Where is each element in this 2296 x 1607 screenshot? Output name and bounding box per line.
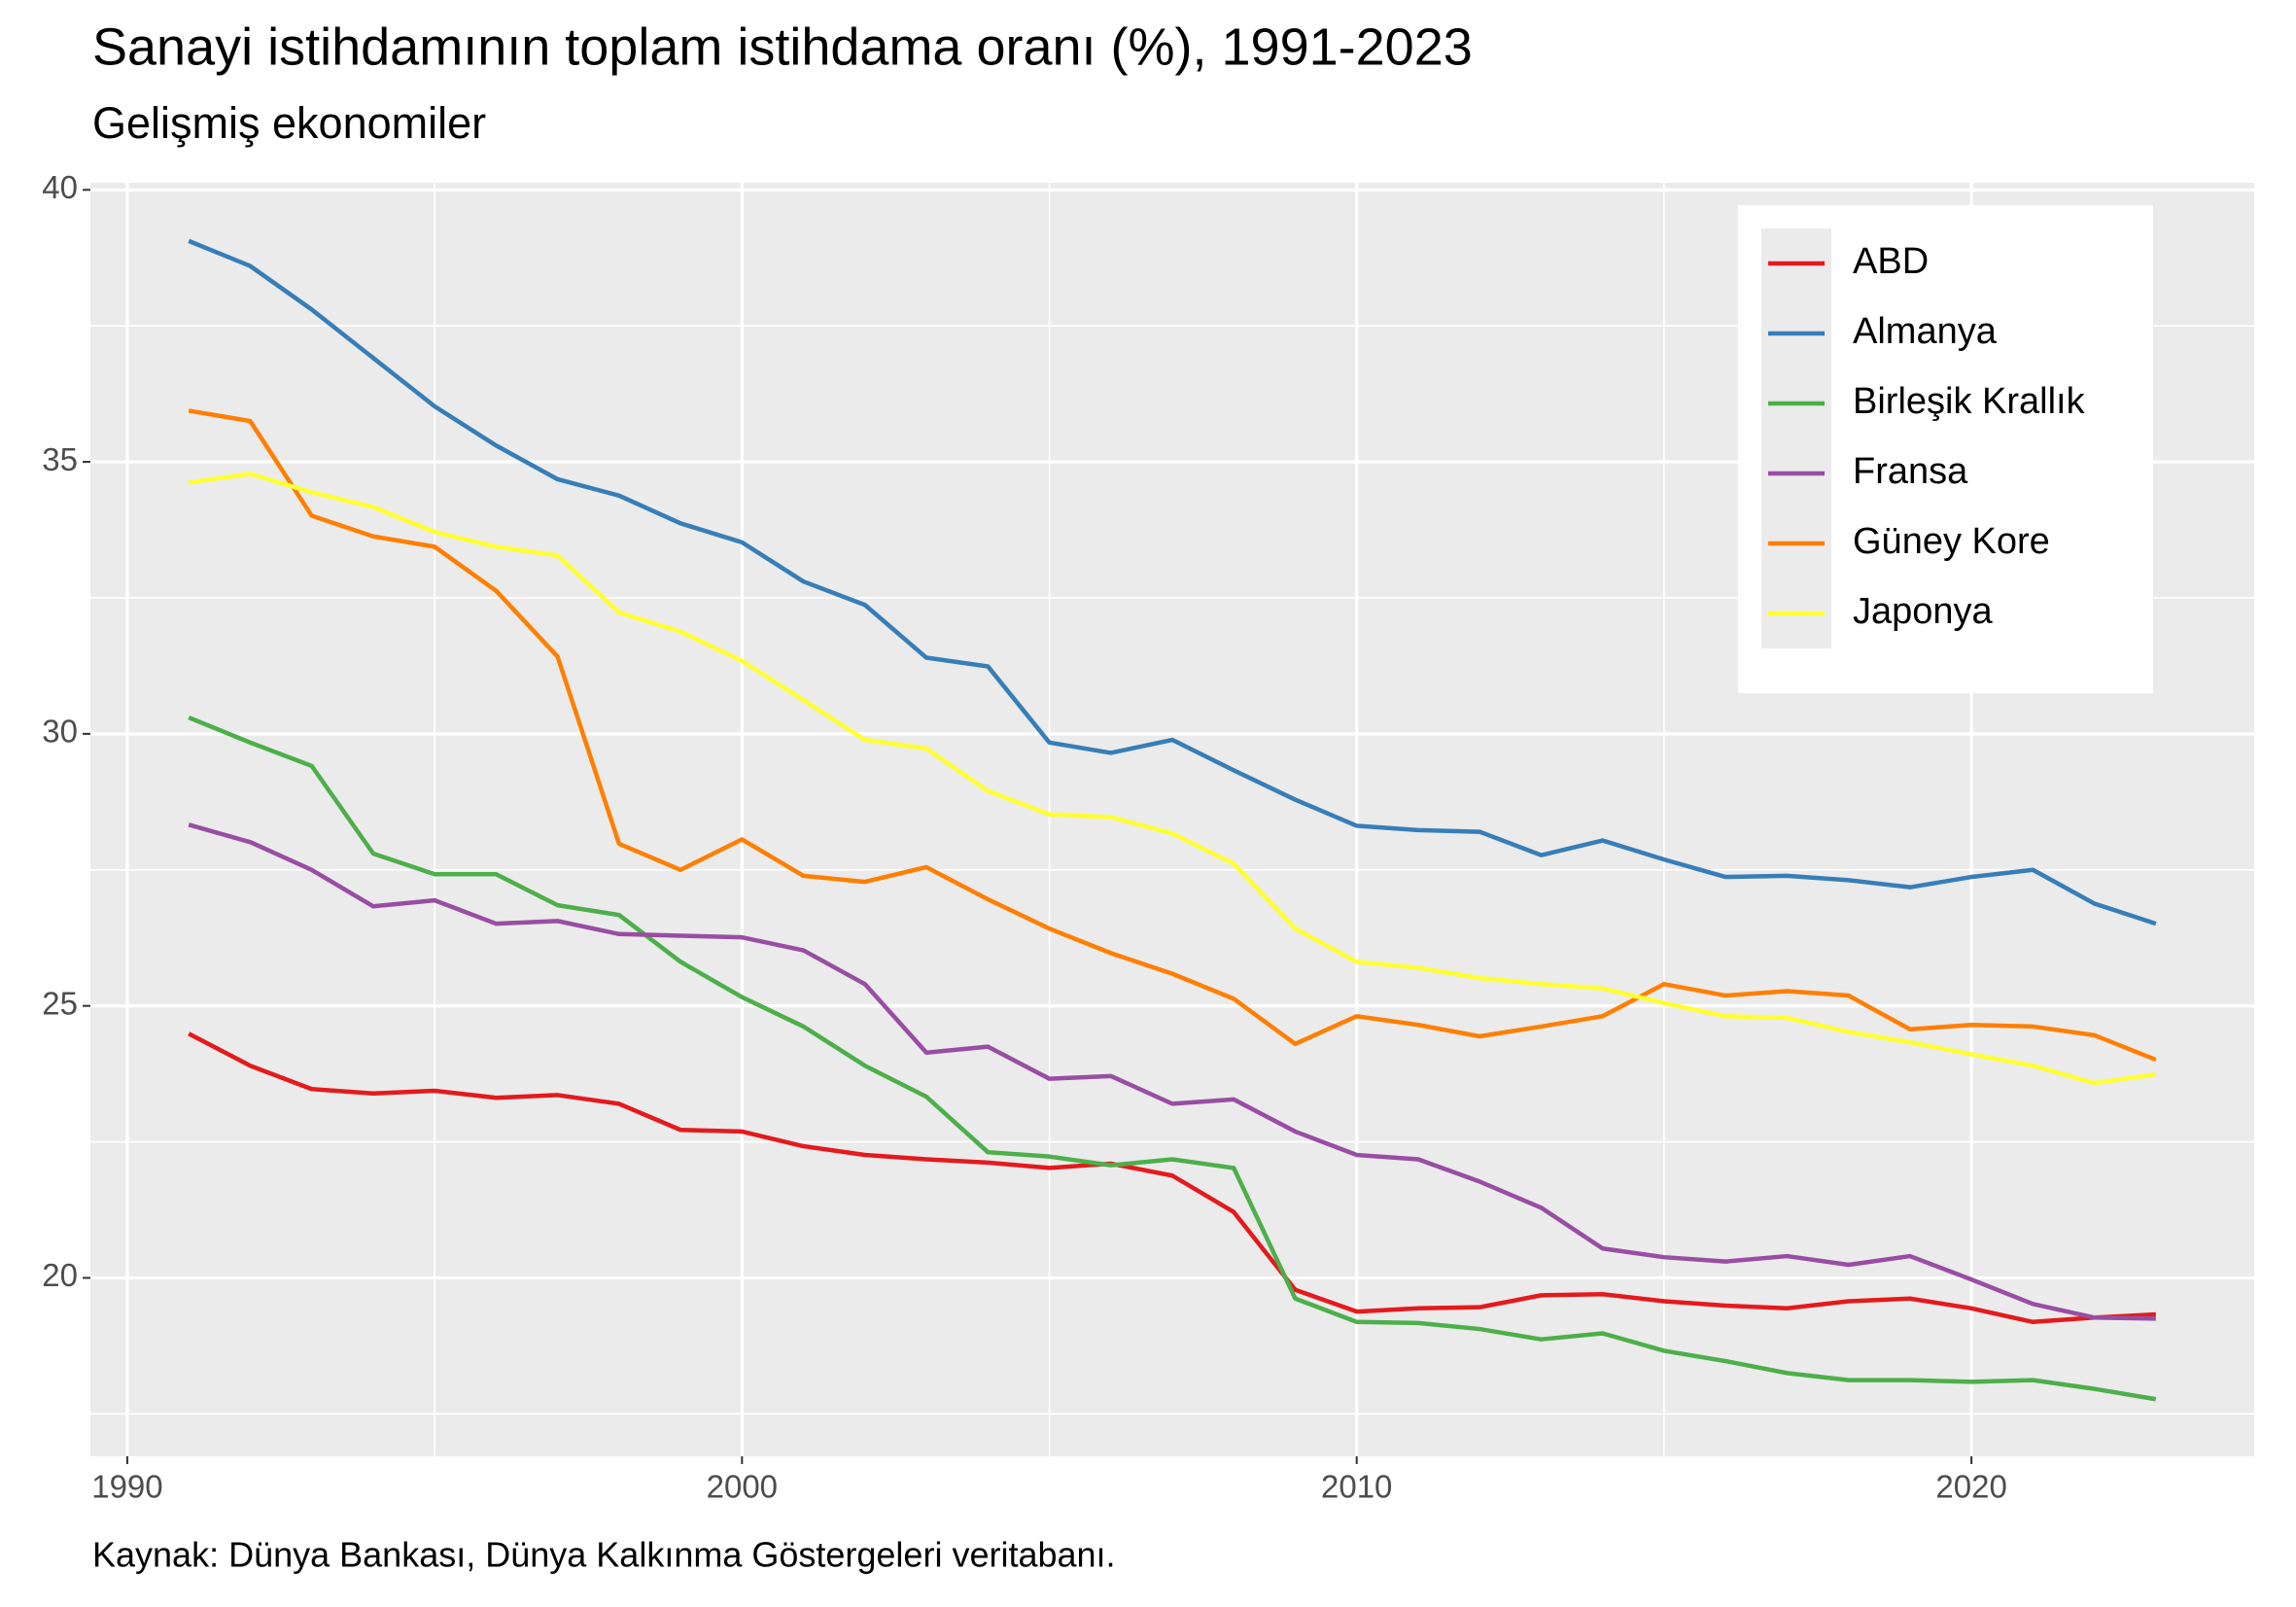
legend-label: Birleşik Krallık	[1853, 381, 2086, 422]
x-tick-label: 2010	[1321, 1469, 1392, 1505]
chart-title: Sanayi istihdamının toplam istihdama ora…	[92, 17, 1473, 76]
y-tick-label: 35	[42, 441, 78, 477]
legend-label: Almanya	[1853, 311, 1998, 352]
line	[188, 822, 2156, 1321]
chart-caption: Kaynak: Dünya Bankası, Dünya Kalkınma Gö…	[92, 1535, 1116, 1575]
legend: ABD Almanya Birleşik Krallık Fransa Güney Ko…	[1738, 205, 2153, 693]
y-tick-label: 20	[42, 1257, 78, 1293]
legend-label: Fransa	[1853, 451, 1968, 492]
x-tick-label: 2020	[1935, 1469, 2006, 1505]
x-tick-label: 1990	[91, 1469, 162, 1505]
legend-label: Güney Kore	[1853, 521, 2050, 562]
line	[188, 472, 2157, 1086]
y-tick-label: 40	[42, 169, 78, 205]
legend-label: ABD	[1853, 241, 1929, 282]
line	[188, 715, 2157, 1402]
y-tick-label: 30	[42, 714, 78, 750]
y-tick-label: 25	[42, 985, 78, 1021]
line	[188, 1031, 2156, 1325]
x-tick-label: 2000	[707, 1469, 778, 1505]
line	[188, 238, 2157, 926]
line	[188, 408, 2157, 1063]
chart-subtitle: Gelişmiş ekonomiler	[92, 98, 486, 148]
legend-label: Japonya	[1853, 591, 1994, 632]
